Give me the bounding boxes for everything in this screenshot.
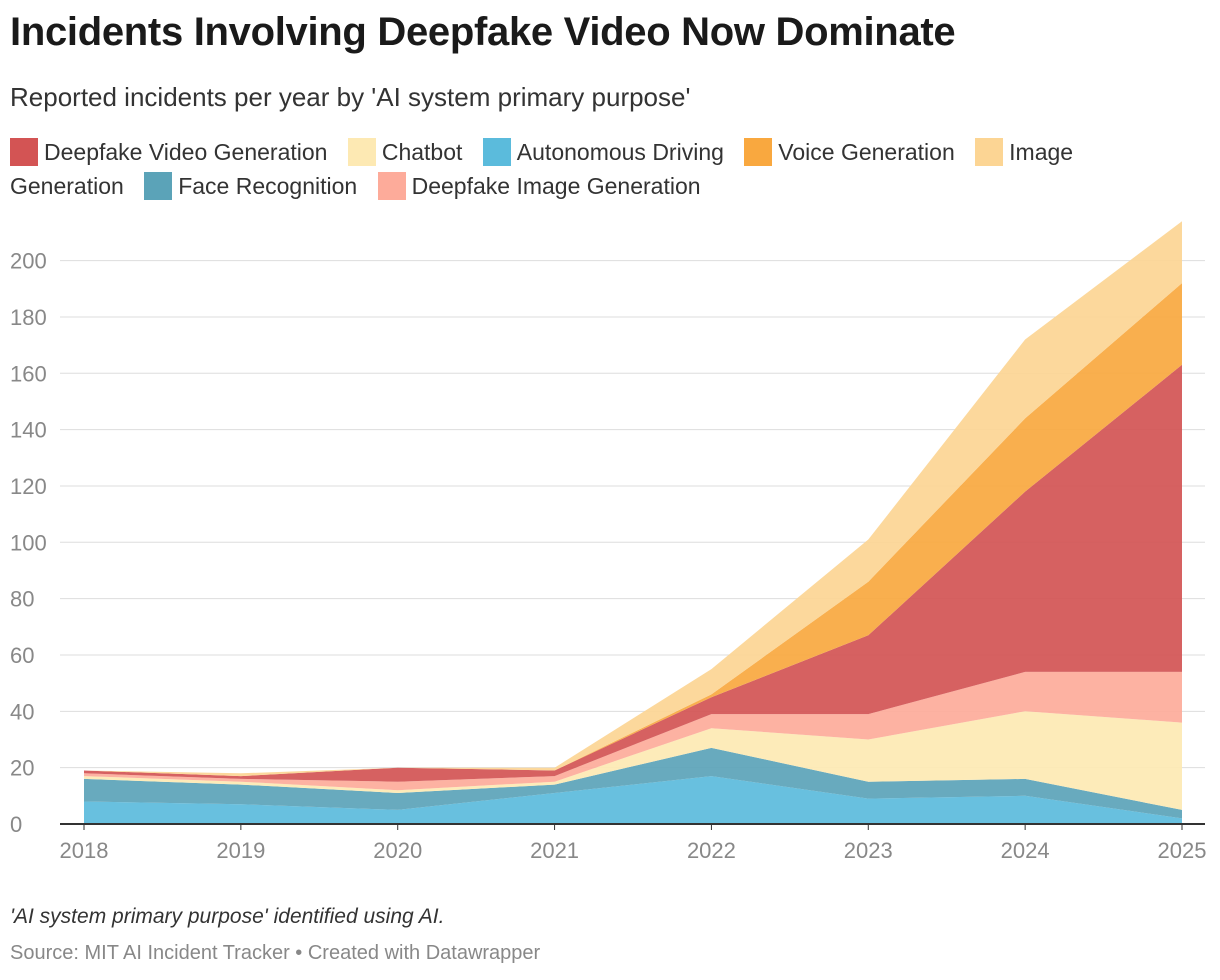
y-tick-label-80: 80 [10,587,34,612]
x-tick-label-2020: 2020 [373,838,422,863]
legend-item-image-generation: Image Generation [10,138,1074,199]
chart-footnote: 'AI system primary purpose' identified u… [10,905,445,928]
legend-swatch-chatbot [347,138,376,166]
legend-item-autonomous-driving: Autonomous Driving [482,138,731,166]
x-tick-label-2021: 2021 [530,838,579,863]
legend-label-image-generation: Image Generation [10,139,1074,199]
legend-swatch-image-generation [975,138,1004,166]
y-tick-label-0: 0 [10,812,22,837]
legend-item-deepfake-video: Deepfake Video Generation [10,138,334,166]
legend-swatch-voice-generation [744,138,773,166]
legend-label-deepfake-image: Deepfake Image Generation [411,173,701,199]
chart-title: Incidents Involving Deepfake Video Now D… [10,10,956,54]
area-voice-generation [84,283,1182,777]
legend-label-autonomous-driving: Autonomous Driving [516,139,724,165]
area-autonomous-driving [84,776,1182,824]
x-tick-label-2023: 2023 [844,838,893,863]
legend-swatch-face-recognition [144,172,173,200]
chart-subtitle: Reported incidents per year by 'AI syste… [10,82,691,112]
legend-label-voice-generation: Voice Generation [778,139,955,165]
legend-item-chatbot: Chatbot [347,138,469,166]
y-tick-label-120: 120 [10,474,47,499]
y-tick-label-60: 60 [10,643,34,668]
legend-swatch-deepfake-video [10,138,38,166]
legend-swatch-deepfake-image [377,172,406,200]
x-tick-label-2024: 2024 [1001,838,1050,863]
x-tick-label-2018: 2018 [60,838,109,863]
y-tick-label-160: 160 [10,361,47,386]
x-tick-label-2019: 2019 [216,838,265,863]
y-tick-label-100: 100 [10,530,47,555]
stacked-area-chart: 0 20 40 60 80 100 120 140 160 180 200 2018 2019 2020 2… [10,221,1206,863]
axes: 0 20 40 60 80 100 120 140 160 180 200 2018 2019 2020 2… [10,249,1206,863]
area-chatbot [84,711,1182,810]
area-deepfake-video-generation [84,364,1182,782]
x-tick-label-2022: 2022 [687,838,736,863]
x-tick-label-2025: 2025 [1158,838,1207,863]
y-tick-label-180: 180 [10,305,47,330]
chart-legend: Deepfake Video Generation Chatbot Autono… [10,135,1120,203]
y-tick-label-20: 20 [10,756,34,781]
legend-item-face-recognition: Face Recognition [144,172,363,200]
legend-label-chatbot: Chatbot [381,139,463,165]
legend-item-voice-generation: Voice Generation [744,138,961,166]
y-tick-label-140: 140 [10,418,47,443]
area-series [84,221,1182,824]
y-tick-label-200: 200 [10,249,47,274]
chart-source: Source: MIT AI Incident Tracker • Create… [10,942,541,964]
area-face-recognition [84,747,1182,819]
y-tick-label-40: 40 [10,699,34,724]
legend-item-deepfake-image: Deepfake Image Generation [377,172,701,200]
legend-label-deepfake-video: Deepfake Video Generation [44,139,328,165]
legend-label-face-recognition: Face Recognition [178,173,358,199]
legend-swatch-autonomous-driving [482,138,511,166]
area-deepfake-image-generation [84,671,1182,791]
